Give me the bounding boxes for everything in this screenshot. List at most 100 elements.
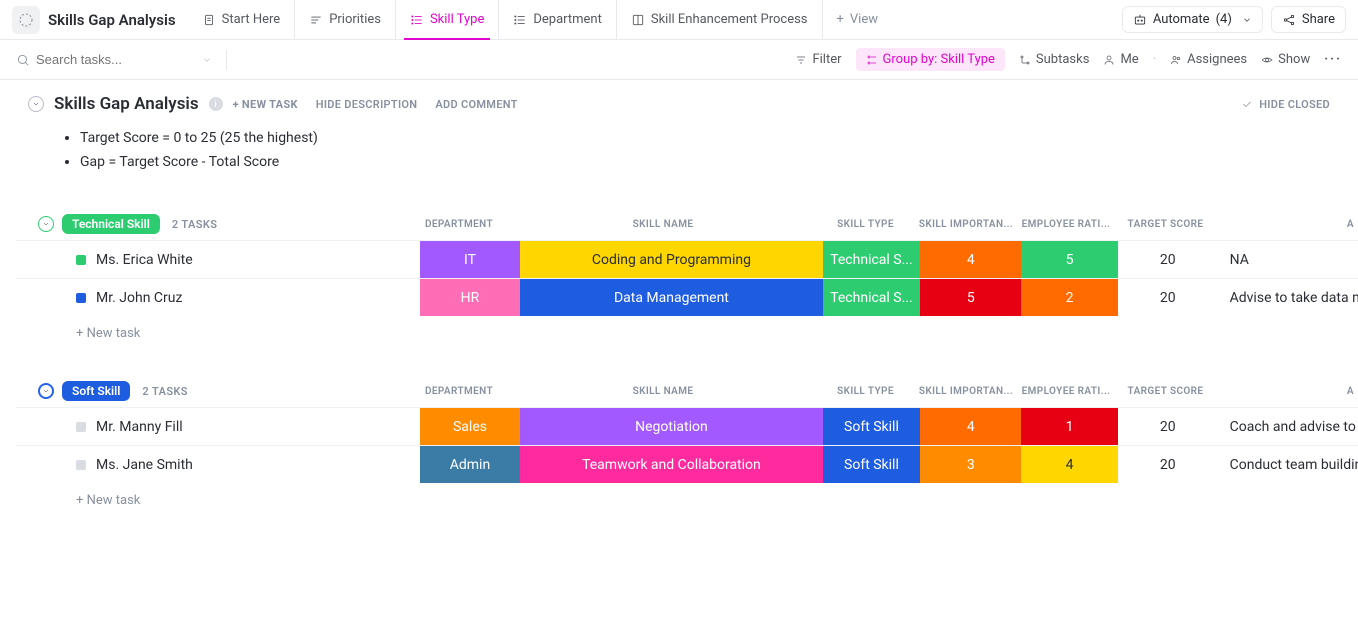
list-icon bbox=[309, 13, 323, 27]
cell-assessment[interactable]: Conduct team building ac bbox=[1218, 446, 1358, 483]
status-square[interactable] bbox=[76, 255, 86, 265]
cell-assessment[interactable]: Coach and advise to take bbox=[1218, 408, 1358, 445]
cell-importance[interactable]: 3 bbox=[920, 446, 1021, 483]
app-icon[interactable] bbox=[12, 6, 40, 34]
automate-button[interactable]: Automate (4) bbox=[1122, 6, 1263, 33]
cell-importance[interactable]: 4 bbox=[920, 241, 1021, 278]
subtasks-button[interactable]: Subtasks bbox=[1019, 52, 1090, 67]
group-by-button[interactable]: Group by: Skill Type bbox=[856, 48, 1005, 71]
share-button[interactable]: Share bbox=[1271, 6, 1346, 33]
cell-rating[interactable]: 4 bbox=[1021, 446, 1118, 483]
group-collapse-icon[interactable] bbox=[38, 216, 54, 232]
col-skill-name[interactable]: SKILL NAME bbox=[510, 219, 816, 230]
group-by-label: Group by: Skill Type bbox=[883, 52, 995, 67]
cell-assessment[interactable]: Advise to take data mana bbox=[1218, 279, 1358, 316]
filter-button[interactable]: Filter bbox=[795, 52, 841, 67]
group-collapse-icon[interactable] bbox=[38, 383, 54, 399]
cell-department[interactable]: HR bbox=[420, 279, 521, 316]
cell-department[interactable]: Sales bbox=[420, 408, 521, 445]
cell-target-score[interactable]: 20 bbox=[1118, 408, 1218, 445]
task-row[interactable]: Mr. Manny FillSalesNegotiationSoft Skill… bbox=[16, 407, 1358, 445]
task-row[interactable]: Ms. Jane SmithAdminTeamwork and Collabor… bbox=[16, 445, 1358, 483]
cell-target-score[interactable]: 20 bbox=[1118, 279, 1218, 316]
add-view-label: View bbox=[850, 12, 878, 27]
new-task-row[interactable]: + New task bbox=[16, 316, 1358, 357]
group-pill[interactable]: Technical Skill bbox=[62, 214, 160, 234]
search-input[interactable] bbox=[36, 52, 186, 67]
chevron-down-icon[interactable] bbox=[202, 55, 212, 65]
tab-label: Department bbox=[533, 12, 602, 27]
new-task-row[interactable]: + New task bbox=[16, 483, 1358, 524]
cell-importance[interactable]: 5 bbox=[920, 279, 1021, 316]
col-target-score[interactable]: TARGET SCORE bbox=[1115, 386, 1216, 397]
status-square[interactable] bbox=[76, 422, 86, 432]
cell-rating[interactable]: 5 bbox=[1021, 241, 1118, 278]
content-area: Skills Gap Analysis i + NEW TASK HIDE DE… bbox=[0, 80, 1358, 524]
search-box[interactable] bbox=[16, 52, 212, 67]
cell-skill-type[interactable]: Technical S... bbox=[823, 279, 921, 316]
share-label: Share bbox=[1302, 12, 1335, 27]
assignees-label: Assignees bbox=[1187, 52, 1247, 67]
col-skill-type[interactable]: SKILL TYPE bbox=[816, 219, 915, 230]
cell-target-score[interactable]: 20 bbox=[1118, 446, 1218, 483]
robot-icon bbox=[1133, 13, 1147, 27]
cell-skill-name[interactable]: Coding and Programming bbox=[520, 241, 822, 278]
show-label: Show bbox=[1278, 52, 1310, 67]
task-name-cell: Ms. Jane Smith bbox=[16, 446, 420, 483]
cell-skill-name[interactable]: Teamwork and Collaboration bbox=[520, 446, 822, 483]
task-name-cell: Ms. Erica White bbox=[16, 241, 420, 278]
task-count: 2 TASKS bbox=[172, 218, 218, 231]
me-button[interactable]: Me bbox=[1103, 52, 1138, 67]
col-skill-importance[interactable]: SKILL IMPORTAN... bbox=[915, 219, 1017, 230]
tab-skilltype[interactable]: Skill Type bbox=[395, 0, 498, 40]
cell-skill-type[interactable]: Technical S... bbox=[823, 241, 921, 278]
cell-department[interactable]: Admin bbox=[420, 446, 521, 483]
col-employee-rating[interactable]: EMPLOYEE RATI... bbox=[1017, 386, 1115, 397]
task-row[interactable]: Ms. Erica WhiteITCoding and ProgrammingT… bbox=[16, 240, 1358, 278]
status-square[interactable] bbox=[76, 293, 86, 303]
col-target-score[interactable]: TARGET SCORE bbox=[1115, 219, 1216, 230]
toolbar-right: Filter Group by: Skill Type Subtasks Me … bbox=[795, 48, 1342, 71]
col-department[interactable]: DEPARTMENT bbox=[408, 386, 510, 397]
list-icon bbox=[513, 13, 527, 27]
cell-rating[interactable]: 2 bbox=[1021, 279, 1118, 316]
share-icon bbox=[1282, 13, 1296, 27]
collapse-all-icon[interactable] bbox=[28, 96, 44, 112]
more-menu[interactable]: ··· bbox=[1324, 52, 1342, 67]
info-icon[interactable]: i bbox=[209, 97, 223, 111]
list-icon bbox=[631, 13, 645, 27]
task-name-cell: Mr. Manny Fill bbox=[16, 408, 420, 445]
task-row[interactable]: Mr. John CruzHRData ManagementTechnical … bbox=[16, 278, 1358, 316]
status-square[interactable] bbox=[76, 460, 86, 470]
tab-priorities[interactable]: Priorities bbox=[294, 0, 395, 40]
new-task-button[interactable]: + NEW TASK bbox=[233, 98, 298, 111]
filter-icon bbox=[795, 54, 807, 66]
assignees-button[interactable]: Assignees bbox=[1170, 52, 1247, 67]
cell-assessment[interactable]: NA bbox=[1218, 241, 1358, 278]
add-comment-button[interactable]: ADD COMMENT bbox=[435, 98, 517, 111]
tab-label: Start Here bbox=[222, 12, 281, 27]
cell-rating[interactable]: 1 bbox=[1021, 408, 1118, 445]
col-department[interactable]: DEPARTMENT bbox=[408, 219, 510, 230]
add-view-button[interactable]: +View bbox=[822, 0, 893, 40]
cell-importance[interactable]: 4 bbox=[920, 408, 1021, 445]
cell-skill-type[interactable]: Soft Skill bbox=[823, 446, 921, 483]
cell-skill-name[interactable]: Data Management bbox=[520, 279, 822, 316]
hide-closed-button[interactable]: HIDE CLOSED bbox=[1241, 98, 1330, 111]
cell-skill-name[interactable]: Negotiation bbox=[520, 408, 822, 445]
cell-department[interactable]: IT bbox=[420, 241, 521, 278]
col-assessment[interactable]: A bbox=[1216, 386, 1358, 397]
col-skill-type[interactable]: SKILL TYPE bbox=[816, 386, 915, 397]
tab-process[interactable]: Skill Enhancement Process bbox=[616, 0, 822, 40]
col-assessment[interactable]: A bbox=[1216, 219, 1358, 230]
cell-target-score[interactable]: 20 bbox=[1118, 241, 1218, 278]
tab-department[interactable]: Department bbox=[498, 0, 616, 40]
col-skill-importance[interactable]: SKILL IMPORTAN... bbox=[915, 386, 1017, 397]
group-pill[interactable]: Soft Skill bbox=[62, 381, 130, 401]
show-button[interactable]: Show bbox=[1261, 52, 1310, 67]
cell-skill-type[interactable]: Soft Skill bbox=[823, 408, 921, 445]
tab-start[interactable]: Start Here bbox=[188, 0, 295, 40]
col-skill-name[interactable]: SKILL NAME bbox=[510, 386, 816, 397]
col-employee-rating[interactable]: EMPLOYEE RATI... bbox=[1017, 219, 1115, 230]
hide-description-button[interactable]: HIDE DESCRIPTION bbox=[316, 98, 418, 111]
